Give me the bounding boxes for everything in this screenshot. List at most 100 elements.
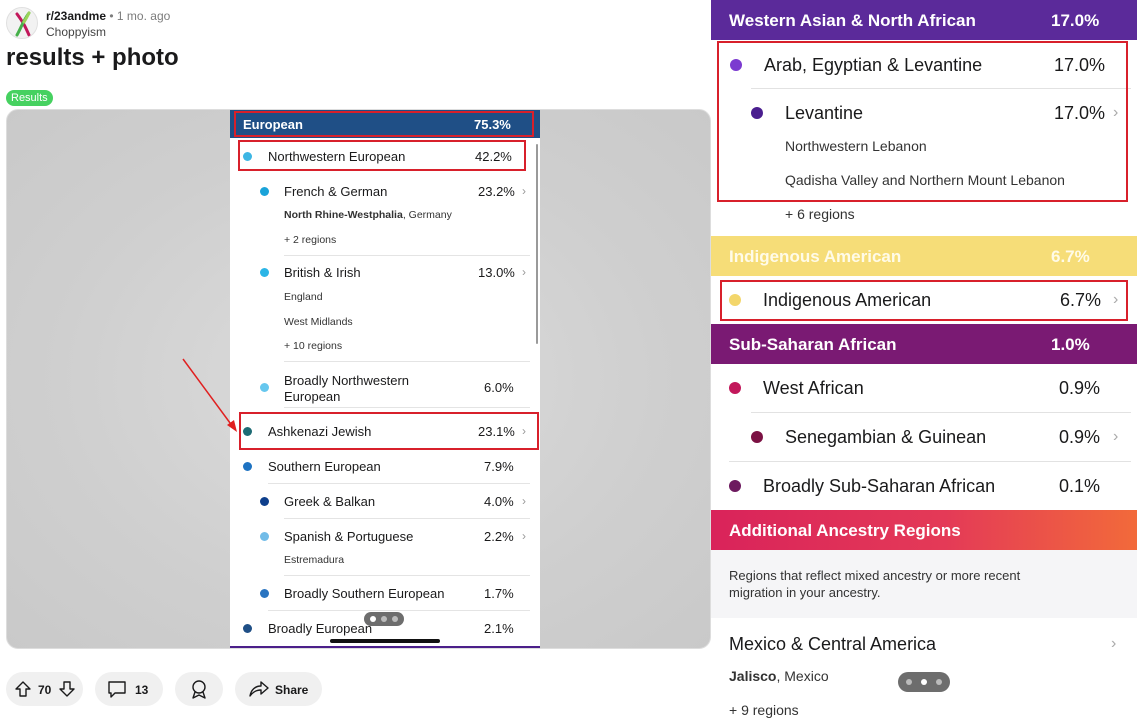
row-value: 6.7% bbox=[1060, 290, 1102, 310]
home-indicator bbox=[330, 639, 440, 643]
row-value: 0.9% bbox=[1059, 378, 1101, 398]
subreddit-link[interactable]: r/23andme bbox=[46, 9, 107, 23]
chevron-right-icon[interactable]: › bbox=[1111, 635, 1117, 652]
wana-header: Western Asian & North African 17.0% bbox=[711, 0, 1137, 40]
row-value: 13.0% bbox=[478, 265, 515, 280]
divider bbox=[284, 518, 530, 519]
row-more-regions[interactable]: + 6 regions bbox=[785, 206, 855, 222]
row-region: England bbox=[284, 291, 323, 303]
highlight-box bbox=[234, 111, 534, 137]
comment-count: 13 bbox=[135, 683, 149, 697]
chevron-right-icon[interactable]: › bbox=[1113, 428, 1119, 445]
upvote-icon[interactable] bbox=[14, 680, 32, 698]
legend-dot bbox=[260, 187, 269, 196]
highlight-box bbox=[720, 280, 1128, 321]
divider bbox=[268, 610, 530, 611]
row-region: Estremadura bbox=[284, 554, 345, 566]
red-arrow-annotation bbox=[182, 358, 237, 432]
row-more-regions[interactable]: + 2 regions bbox=[284, 234, 337, 246]
divider bbox=[751, 88, 1131, 89]
row-more-regions[interactable]: + 10 regions bbox=[284, 340, 343, 352]
award-icon bbox=[192, 680, 206, 699]
divider bbox=[284, 575, 530, 576]
legend-dot bbox=[260, 383, 269, 392]
header-value: 75.3% bbox=[474, 117, 511, 132]
meta-separator: • bbox=[109, 9, 114, 23]
row-label: West African bbox=[763, 378, 864, 398]
legend-dot bbox=[730, 59, 742, 71]
share-icon bbox=[249, 681, 269, 697]
divider bbox=[751, 412, 1131, 413]
chevron-right-icon[interactable]: › bbox=[522, 529, 526, 543]
divider bbox=[284, 407, 530, 408]
post-image-left[interactable]: European 75.3% Northwestern European 42.… bbox=[6, 109, 711, 649]
row-value: 23.1% bbox=[478, 424, 515, 439]
row-label: Broadly European bbox=[268, 621, 373, 636]
chevron-right-icon[interactable]: › bbox=[522, 494, 526, 508]
legend-dot bbox=[729, 294, 741, 306]
row-value: 0.1% bbox=[1059, 476, 1101, 496]
row-value: 7.9% bbox=[484, 459, 514, 474]
band-label: Additional Ancestry Regions bbox=[729, 521, 961, 540]
row-label: French & German bbox=[284, 184, 388, 199]
row-label: Mexico & Central America bbox=[729, 634, 937, 654]
legend-dot bbox=[751, 431, 763, 443]
divider bbox=[284, 361, 530, 362]
scrollbar[interactable] bbox=[536, 144, 538, 344]
chevron-right-icon[interactable]: › bbox=[1113, 291, 1119, 308]
row-label: Indigenous American bbox=[763, 290, 932, 310]
legend-dot bbox=[260, 589, 269, 598]
chevron-right-icon[interactable]: › bbox=[522, 424, 526, 438]
award-button[interactable] bbox=[175, 672, 223, 706]
row-region: North Rhine-Westphalia, Germany bbox=[284, 209, 452, 221]
row-label: Greek & Balkan bbox=[284, 494, 376, 509]
downvote-icon[interactable] bbox=[58, 680, 76, 698]
subreddit-avatar[interactable] bbox=[6, 7, 38, 39]
row-label: Northwestern European bbox=[268, 149, 406, 164]
share-button[interactable]: Share bbox=[235, 672, 322, 706]
row-value: 17.0% bbox=[1054, 55, 1106, 75]
row-region: Jalisco, Mexico bbox=[729, 668, 829, 684]
band-value: 1.0% bbox=[1051, 335, 1090, 354]
section-edge bbox=[230, 646, 540, 648]
chevron-right-icon[interactable]: › bbox=[1113, 104, 1119, 121]
divider bbox=[284, 255, 530, 256]
row-label: Broadly Sub-Saharan African bbox=[763, 476, 996, 496]
legend-dot bbox=[243, 427, 252, 436]
row-label: Southern European bbox=[268, 459, 381, 474]
band-label: Indigenous American bbox=[729, 247, 902, 266]
row-label: Arab, Egyptian & Levantine bbox=[764, 55, 983, 75]
ancestry-screenshot-left: European 75.3% Northwestern European 42.… bbox=[230, 110, 540, 648]
comments-button[interactable]: 13 bbox=[95, 672, 163, 706]
row-value: 0.9% bbox=[1059, 427, 1101, 447]
row-value: 2.2% bbox=[484, 529, 514, 544]
highlight-box bbox=[717, 41, 1128, 202]
post-image-right[interactable]: Western Asian & North African 17.0% Arab… bbox=[711, 0, 1137, 721]
gallery-pager[interactable] bbox=[898, 672, 950, 692]
gallery-pager[interactable] bbox=[364, 612, 404, 626]
chevron-right-icon[interactable]: › bbox=[522, 265, 526, 279]
row-label: Broadly Southern European bbox=[284, 586, 445, 601]
row-label: Broadly Northwestern bbox=[284, 373, 409, 388]
row-label: Levantine bbox=[785, 103, 864, 123]
divider bbox=[268, 483, 530, 484]
row-value: 4.0% bbox=[484, 494, 514, 509]
description-line: migration in your ancestry. bbox=[729, 585, 881, 600]
band-label: Sub-Saharan African bbox=[729, 335, 897, 354]
legend-dot bbox=[260, 268, 269, 277]
row-region: Northwestern Lebanon bbox=[785, 138, 927, 154]
post-time: 1 mo. ago bbox=[116, 9, 171, 23]
row-more-regions[interactable]: + 9 regions bbox=[729, 702, 799, 718]
row-value: 17.0% bbox=[1054, 103, 1106, 123]
chevron-right-icon[interactable]: › bbox=[522, 184, 526, 198]
dna-x-logo-icon bbox=[15, 11, 31, 37]
highlight-box bbox=[238, 140, 526, 171]
post-flair[interactable]: Results bbox=[6, 90, 53, 106]
legend-dot bbox=[729, 480, 741, 492]
author-link[interactable]: Choppyism bbox=[46, 25, 107, 39]
description-line: Regions that reflect mixed ancestry or m… bbox=[729, 568, 1021, 583]
highlight-box bbox=[239, 412, 539, 450]
row-value: 23.2% bbox=[478, 184, 515, 199]
row-label: British & Irish bbox=[284, 265, 361, 280]
